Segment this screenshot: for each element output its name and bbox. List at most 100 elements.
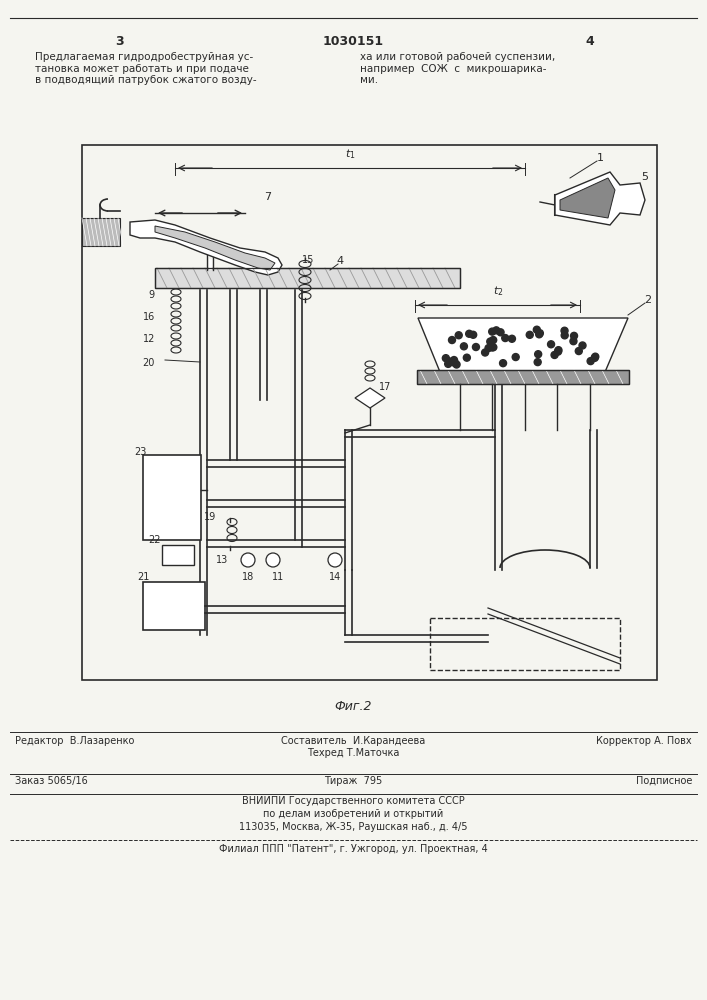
Polygon shape: [155, 226, 275, 270]
Text: Подписное: Подписное: [636, 776, 692, 786]
Polygon shape: [130, 220, 282, 275]
Circle shape: [500, 360, 506, 367]
Text: 4: 4: [585, 35, 595, 48]
Circle shape: [445, 360, 452, 367]
Bar: [430, 618, 620, 670]
Text: 4: 4: [337, 256, 344, 266]
Circle shape: [512, 354, 519, 361]
Text: 7: 7: [264, 192, 271, 202]
Text: ха или готовой рабочей суспензии,
например  СОЖ  с  микрошарика-
ми.: ха или готовой рабочей суспензии, наприм…: [360, 52, 555, 85]
Circle shape: [452, 360, 459, 367]
Bar: [82, 145, 657, 680]
Circle shape: [537, 330, 544, 337]
Text: $t_2$: $t_2$: [493, 284, 503, 298]
Circle shape: [551, 351, 558, 358]
Text: 1030151: 1030151: [322, 35, 384, 48]
Bar: [417, 370, 629, 384]
Circle shape: [571, 332, 578, 339]
Text: Заказ 5065/16: Заказ 5065/16: [15, 776, 88, 786]
Text: 22: 22: [148, 535, 161, 545]
Circle shape: [592, 353, 599, 360]
Bar: [143, 455, 201, 540]
Polygon shape: [560, 178, 615, 218]
Circle shape: [502, 335, 509, 342]
Circle shape: [561, 327, 568, 334]
Polygon shape: [418, 318, 628, 372]
Text: Составитель  И.Карандеева
Техред Т.Маточка: Составитель И.Карандеева Техред Т.Маточк…: [281, 736, 425, 758]
Circle shape: [490, 337, 497, 344]
Circle shape: [485, 345, 492, 352]
Circle shape: [455, 332, 462, 339]
Text: 23: 23: [134, 447, 146, 457]
Text: 11: 11: [272, 572, 284, 582]
Bar: [155, 268, 460, 288]
Circle shape: [497, 329, 504, 336]
Circle shape: [453, 361, 460, 368]
Circle shape: [547, 341, 554, 348]
Circle shape: [526, 331, 533, 338]
Circle shape: [448, 337, 455, 344]
Text: Фиг.2: Фиг.2: [334, 700, 372, 713]
Text: 12: 12: [143, 334, 155, 344]
Text: Редактор  В.Лазаренко: Редактор В.Лазаренко: [15, 736, 134, 746]
Text: 14: 14: [329, 572, 341, 582]
Circle shape: [489, 344, 496, 351]
Circle shape: [490, 344, 497, 351]
Text: Филиал ППП "Патент", г. Ужгород, ул. Проектная, 4: Филиал ППП "Патент", г. Ужгород, ул. Про…: [218, 844, 487, 854]
Text: по делам изобретений и открытий: по делам изобретений и открытий: [263, 809, 443, 819]
Text: 1: 1: [597, 153, 604, 163]
Text: 18: 18: [242, 572, 254, 582]
Circle shape: [443, 355, 450, 362]
Circle shape: [266, 553, 280, 567]
Text: ВНИИПИ Государственного комитета СССР: ВНИИПИ Государственного комитета СССР: [242, 796, 464, 806]
Text: 21: 21: [137, 572, 149, 582]
Circle shape: [460, 343, 467, 350]
Bar: [155, 268, 460, 288]
Circle shape: [481, 349, 489, 356]
Circle shape: [533, 326, 540, 333]
Text: 5: 5: [641, 172, 648, 182]
Text: Тираж  795: Тираж 795: [324, 776, 382, 786]
Circle shape: [570, 338, 577, 345]
Text: 20: 20: [142, 358, 154, 368]
Circle shape: [554, 348, 561, 355]
Bar: [143, 582, 205, 630]
Circle shape: [587, 358, 594, 365]
Circle shape: [575, 348, 583, 355]
Text: 113035, Москва, Ж-35, Раушская наб., д. 4/5: 113035, Москва, Ж-35, Раушская наб., д. …: [239, 822, 467, 832]
Circle shape: [463, 354, 470, 361]
Circle shape: [561, 332, 568, 339]
Text: 16: 16: [143, 312, 155, 322]
Circle shape: [472, 344, 479, 351]
Circle shape: [493, 327, 500, 334]
Circle shape: [534, 359, 541, 366]
Circle shape: [466, 330, 473, 337]
Text: 2: 2: [645, 295, 652, 305]
Circle shape: [447, 358, 454, 365]
Text: 3: 3: [116, 35, 124, 48]
Text: 19: 19: [204, 512, 216, 522]
Text: 9: 9: [149, 290, 155, 300]
Text: Предлагаемая гидродробеструйная ус-
тановка может работать и при подаче
в подвод: Предлагаемая гидродробеструйная ус- тано…: [35, 52, 257, 85]
Text: 13: 13: [216, 555, 228, 565]
Polygon shape: [355, 388, 385, 408]
Polygon shape: [555, 172, 645, 225]
Text: 15: 15: [302, 255, 314, 265]
Bar: [417, 370, 629, 384]
Circle shape: [534, 351, 542, 358]
Circle shape: [591, 354, 598, 361]
Text: Корректор А. Повх: Корректор А. Повх: [597, 736, 692, 746]
Circle shape: [555, 347, 562, 354]
Bar: [82, 218, 120, 246]
Circle shape: [241, 553, 255, 567]
Circle shape: [450, 357, 457, 364]
Circle shape: [469, 331, 477, 338]
Circle shape: [536, 331, 543, 338]
Circle shape: [487, 338, 493, 345]
Circle shape: [489, 328, 496, 335]
Text: $t_1$: $t_1$: [345, 147, 356, 161]
Text: 17: 17: [379, 382, 391, 392]
Bar: [162, 545, 194, 565]
Circle shape: [508, 335, 515, 342]
Circle shape: [579, 342, 586, 349]
